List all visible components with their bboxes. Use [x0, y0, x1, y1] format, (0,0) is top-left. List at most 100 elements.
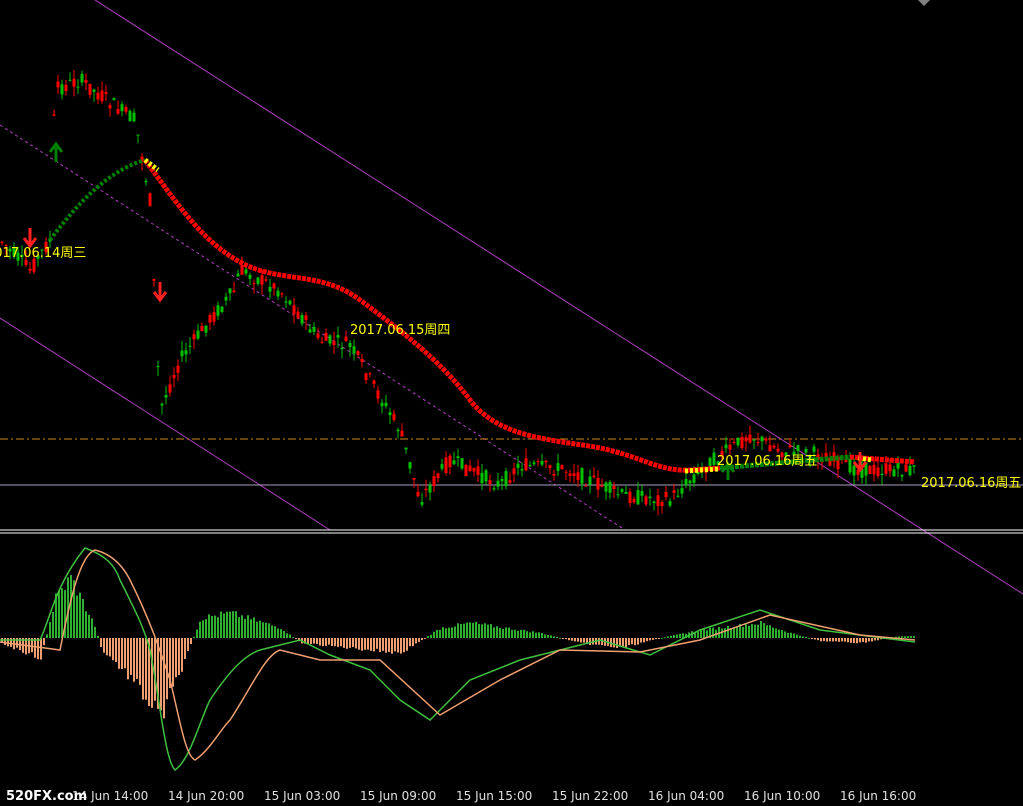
candle-body — [488, 480, 492, 485]
histogram-bar — [517, 630, 519, 638]
ma-turn — [143, 158, 160, 172]
histogram-bar — [424, 638, 426, 639]
histogram-bar — [118, 638, 120, 669]
candle-body — [148, 193, 152, 207]
candle-body — [708, 457, 712, 471]
candle-body — [520, 469, 524, 471]
histogram-bar — [403, 638, 405, 653]
histogram-bar — [850, 638, 852, 643]
histogram-bar — [142, 638, 144, 700]
histogram-bar — [775, 628, 777, 638]
histogram-bar — [877, 638, 879, 641]
histogram-bar — [544, 634, 546, 638]
candle-body — [788, 445, 792, 448]
histogram-bar — [112, 638, 114, 661]
candle-body — [336, 335, 340, 338]
histogram-bar — [496, 626, 498, 638]
histogram-bar — [130, 638, 132, 675]
histogram-bar — [529, 632, 531, 638]
histogram-bar — [811, 638, 813, 639]
histogram-bar — [337, 638, 339, 647]
histogram-bar — [826, 638, 828, 642]
candle-body — [880, 473, 884, 475]
candle-body — [588, 476, 592, 485]
candle-body — [868, 465, 872, 475]
candle-body — [676, 495, 680, 497]
histogram-bar — [586, 638, 588, 643]
candle-body — [780, 452, 784, 458]
histogram-bar — [295, 638, 297, 640]
histogram-bar — [328, 638, 330, 645]
candle-body — [544, 460, 548, 463]
histogram-bar — [580, 638, 582, 643]
time-label: 14 Jun 14:00 — [72, 789, 148, 803]
histogram-bar — [526, 631, 528, 638]
sell-arrow — [152, 282, 168, 303]
candle-body — [300, 315, 304, 324]
histogram-bar — [460, 624, 462, 638]
candle-body — [644, 496, 648, 505]
candle-body — [68, 79, 72, 81]
candle-body — [124, 107, 128, 112]
candle-body — [872, 464, 876, 475]
annotation: 2017.06.16周五 — [921, 476, 1021, 491]
histogram-bar — [121, 638, 123, 670]
histogram-bar — [220, 611, 222, 638]
histogram-bar — [49, 621, 51, 638]
histogram-bar — [148, 638, 150, 706]
candle-body — [496, 480, 500, 487]
candle-body — [472, 468, 476, 472]
ma-up — [719, 454, 851, 471]
histogram-bar — [484, 623, 486, 638]
histogram-bar — [658, 638, 660, 639]
histogram-bar — [436, 629, 438, 638]
candle-body — [272, 283, 276, 289]
candle-body — [256, 277, 260, 284]
histogram-bar — [493, 627, 495, 638]
candle-body — [20, 254, 24, 257]
candle-body — [680, 488, 684, 494]
histogram-bar — [508, 627, 510, 638]
histogram-bar — [268, 623, 270, 638]
candle-body — [692, 474, 696, 483]
candle-body — [72, 78, 76, 87]
candle-body — [808, 455, 812, 460]
candle-body — [352, 346, 356, 354]
candle-body — [380, 402, 384, 407]
candle-body — [712, 452, 716, 465]
histogram-bar — [178, 638, 180, 676]
histogram-bar — [814, 638, 816, 640]
candle-body — [580, 468, 584, 484]
candle-body — [432, 476, 436, 487]
candle-body — [444, 457, 448, 473]
histogram-bar — [781, 630, 783, 638]
histogram-bar — [73, 580, 75, 638]
candle-body — [736, 437, 740, 446]
candle-body — [516, 463, 520, 468]
histogram-bar — [313, 638, 315, 644]
histogram-bar — [856, 638, 858, 644]
histogram-bar — [334, 638, 336, 647]
candle-body — [548, 465, 552, 469]
candle-body — [896, 462, 900, 469]
histogram-bar — [385, 638, 387, 653]
histogram-bar — [514, 629, 516, 638]
candle-body — [436, 473, 440, 479]
candle-body — [56, 81, 60, 88]
histogram-bar — [391, 638, 393, 654]
histogram-bar — [619, 638, 621, 647]
histogram-bar — [40, 638, 42, 660]
histogram-bar — [769, 625, 771, 638]
candle-body — [512, 468, 516, 475]
channel-lower — [0, 317, 331, 531]
candle-body — [412, 478, 416, 480]
candle-body — [888, 464, 892, 472]
candle-body — [792, 451, 796, 456]
histogram-bar — [382, 638, 384, 651]
histogram-bar — [829, 638, 831, 642]
histogram-bar — [649, 638, 651, 641]
candle-body — [376, 390, 380, 399]
histogram-bar — [874, 638, 876, 641]
candle-body — [828, 458, 832, 466]
candle-body — [236, 273, 240, 277]
